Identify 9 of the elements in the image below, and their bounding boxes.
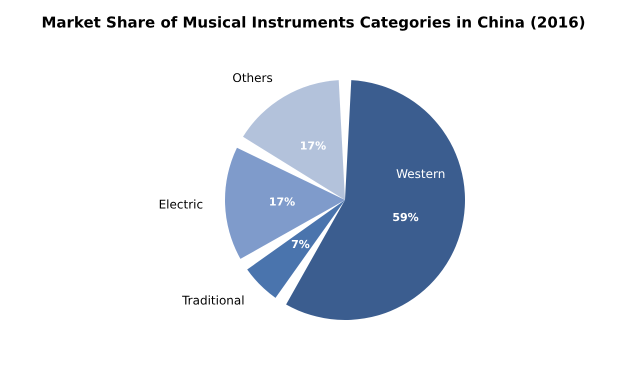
slice-label: Traditional: [181, 293, 245, 308]
data-label: 7%: [291, 238, 310, 252]
slice-label: Western: [396, 167, 446, 182]
chart-title: Market Share of Musical Instruments Categories in China (2016): [41, 14, 586, 32]
data-label: 17%: [268, 195, 296, 208]
data-label: 17%: [300, 139, 326, 152]
data-label: 59%: [392, 211, 419, 224]
slice-label: Others: [232, 70, 273, 85]
slice-label: Electric: [158, 197, 204, 212]
